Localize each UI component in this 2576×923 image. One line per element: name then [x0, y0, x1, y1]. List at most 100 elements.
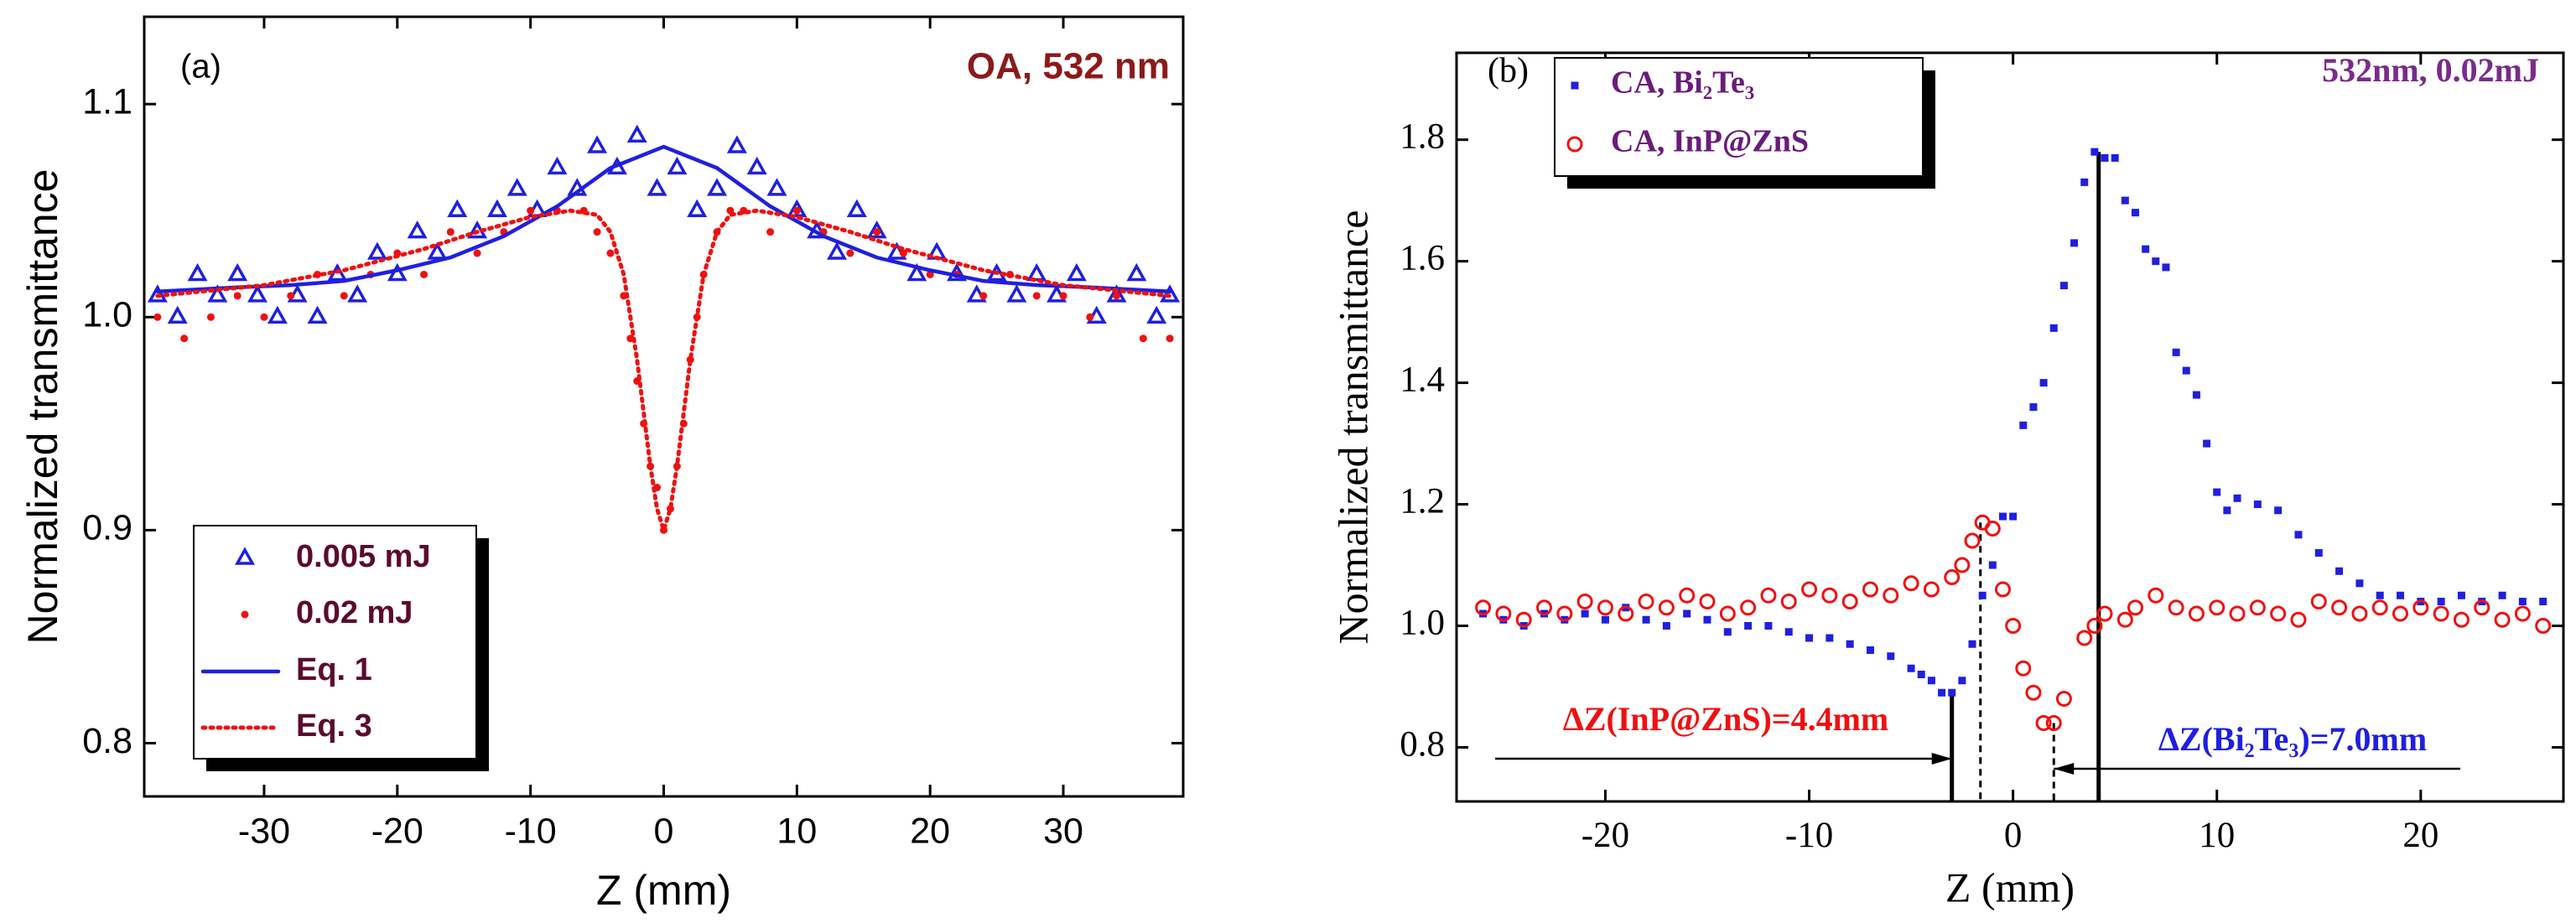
data-point: [180, 334, 189, 343]
data-point: [2045, 714, 2062, 731]
legend: [1554, 57, 1924, 177]
data-point: [1113, 292, 1121, 300]
data-point: [2209, 599, 2225, 616]
data-point: [2253, 500, 2262, 509]
data-point: [2290, 611, 2307, 628]
legend-label: CA, InP@ZnS: [1611, 124, 1809, 159]
x-axis-label: Z (mm): [596, 867, 731, 914]
data-point: [1984, 521, 2001, 537]
x-tick-label: 20: [2402, 816, 2438, 855]
data-point: [1923, 581, 1940, 598]
data-point: [1699, 594, 1716, 610]
data-point: [846, 249, 854, 257]
y-tick-label: 1.6: [1400, 238, 1445, 277]
data-point: [1146, 305, 1167, 324]
data-point: [1601, 615, 1609, 624]
data-point: [2518, 598, 2527, 606]
data-point: [1964, 532, 1981, 549]
data-point: [2192, 391, 2200, 399]
data-point: [153, 313, 162, 321]
data-point: [2433, 605, 2449, 622]
data-point: [2188, 605, 2205, 622]
y-tick-label: 1.8: [1400, 117, 1445, 157]
legend-swatch: [241, 610, 249, 619]
data-point: [2203, 439, 2211, 448]
data-point: [2148, 587, 2164, 604]
data-point: [267, 305, 288, 324]
data-point: [1066, 262, 1087, 282]
data-point: [1862, 581, 1878, 598]
data-point: [2270, 605, 2287, 622]
data-point: [446, 228, 454, 236]
y-tick-label: 1.2: [1400, 481, 1445, 521]
data-point: [1106, 284, 1127, 303]
data-point: [1166, 334, 1174, 343]
data-point: [2335, 567, 2344, 575]
data-point: [1658, 599, 1675, 616]
x-tick-label: 30: [1043, 811, 1083, 851]
y-tick-label: 1.0: [1400, 603, 1445, 642]
arrow-head: [2054, 763, 2075, 775]
data-point: [340, 292, 348, 300]
data-point: [2371, 599, 2388, 616]
data-point: [2162, 263, 2170, 272]
data-point: [2453, 611, 2470, 628]
data-point: [2096, 605, 2113, 622]
data-point: [827, 241, 847, 260]
data-point: [2049, 324, 2058, 332]
data-point: [1944, 569, 1961, 586]
data-point: [1954, 557, 1971, 573]
data-point: [1994, 581, 2011, 598]
data-point: [1703, 615, 1711, 624]
data-point: [2132, 209, 2140, 217]
data-point: [1576, 594, 1593, 610]
chart-panel: -30 -20 -10 0 10 20 30 0.8 0.9 1.0 1.1 Z (mm) Normal…: [19, 15, 1185, 914]
data-point: [906, 262, 927, 282]
data-point: [2392, 605, 2409, 622]
data-point: [2498, 591, 2506, 599]
plot-frame: [1455, 51, 2565, 803]
data-point: [227, 262, 248, 282]
data-point: [687, 199, 708, 217]
legend-label: Eq. 3: [296, 708, 372, 744]
legend-label: 0.02 mJ: [296, 595, 413, 630]
data-point: [1059, 292, 1067, 300]
x-axis-label: Z (mm): [1945, 863, 2075, 910]
data-point: [2059, 282, 2068, 290]
data-point: [1805, 634, 1814, 642]
data-point: [2274, 506, 2283, 515]
data-point: [1026, 262, 1047, 282]
data-point: [899, 249, 907, 257]
data-point: [1801, 581, 1818, 598]
plot-area: [1475, 148, 2552, 801]
data-point: [547, 156, 568, 175]
y-tick-label: 1.4: [1400, 360, 1445, 399]
data-point: [2172, 348, 2180, 356]
data-point: [1662, 622, 1670, 630]
y-axis-label: Normalized transmittance: [1329, 210, 1376, 645]
data-point: [766, 178, 787, 196]
data-point: [1638, 594, 1654, 610]
data-point: [2182, 366, 2190, 375]
data-point: [1618, 605, 1634, 622]
data-point: [1927, 677, 1935, 685]
x-tick-label: 10: [2199, 816, 2235, 855]
data-point: [2412, 599, 2429, 616]
data-point: [427, 241, 448, 260]
data-point: [207, 284, 228, 303]
y-tick-label: 1.1: [82, 82, 132, 122]
annotation: ΔZ(Bi₂Te₃)=7.0mm: [2158, 720, 2427, 758]
data-point: [1744, 622, 1753, 630]
data-point: [527, 206, 535, 215]
data-point: [2142, 245, 2150, 253]
data-point: [2035, 714, 2052, 731]
arrow-head: [1931, 753, 1952, 765]
data-point: [792, 206, 801, 215]
legend-swatch: [1571, 81, 1579, 90]
data-point: [626, 124, 647, 143]
data-point: [2080, 178, 2089, 186]
annotation: ΔZ(InP@ZnS)=4.4mm: [1563, 700, 1888, 738]
y-axis-label: Normalized transmittance: [19, 169, 66, 645]
data-point: [506, 178, 527, 196]
